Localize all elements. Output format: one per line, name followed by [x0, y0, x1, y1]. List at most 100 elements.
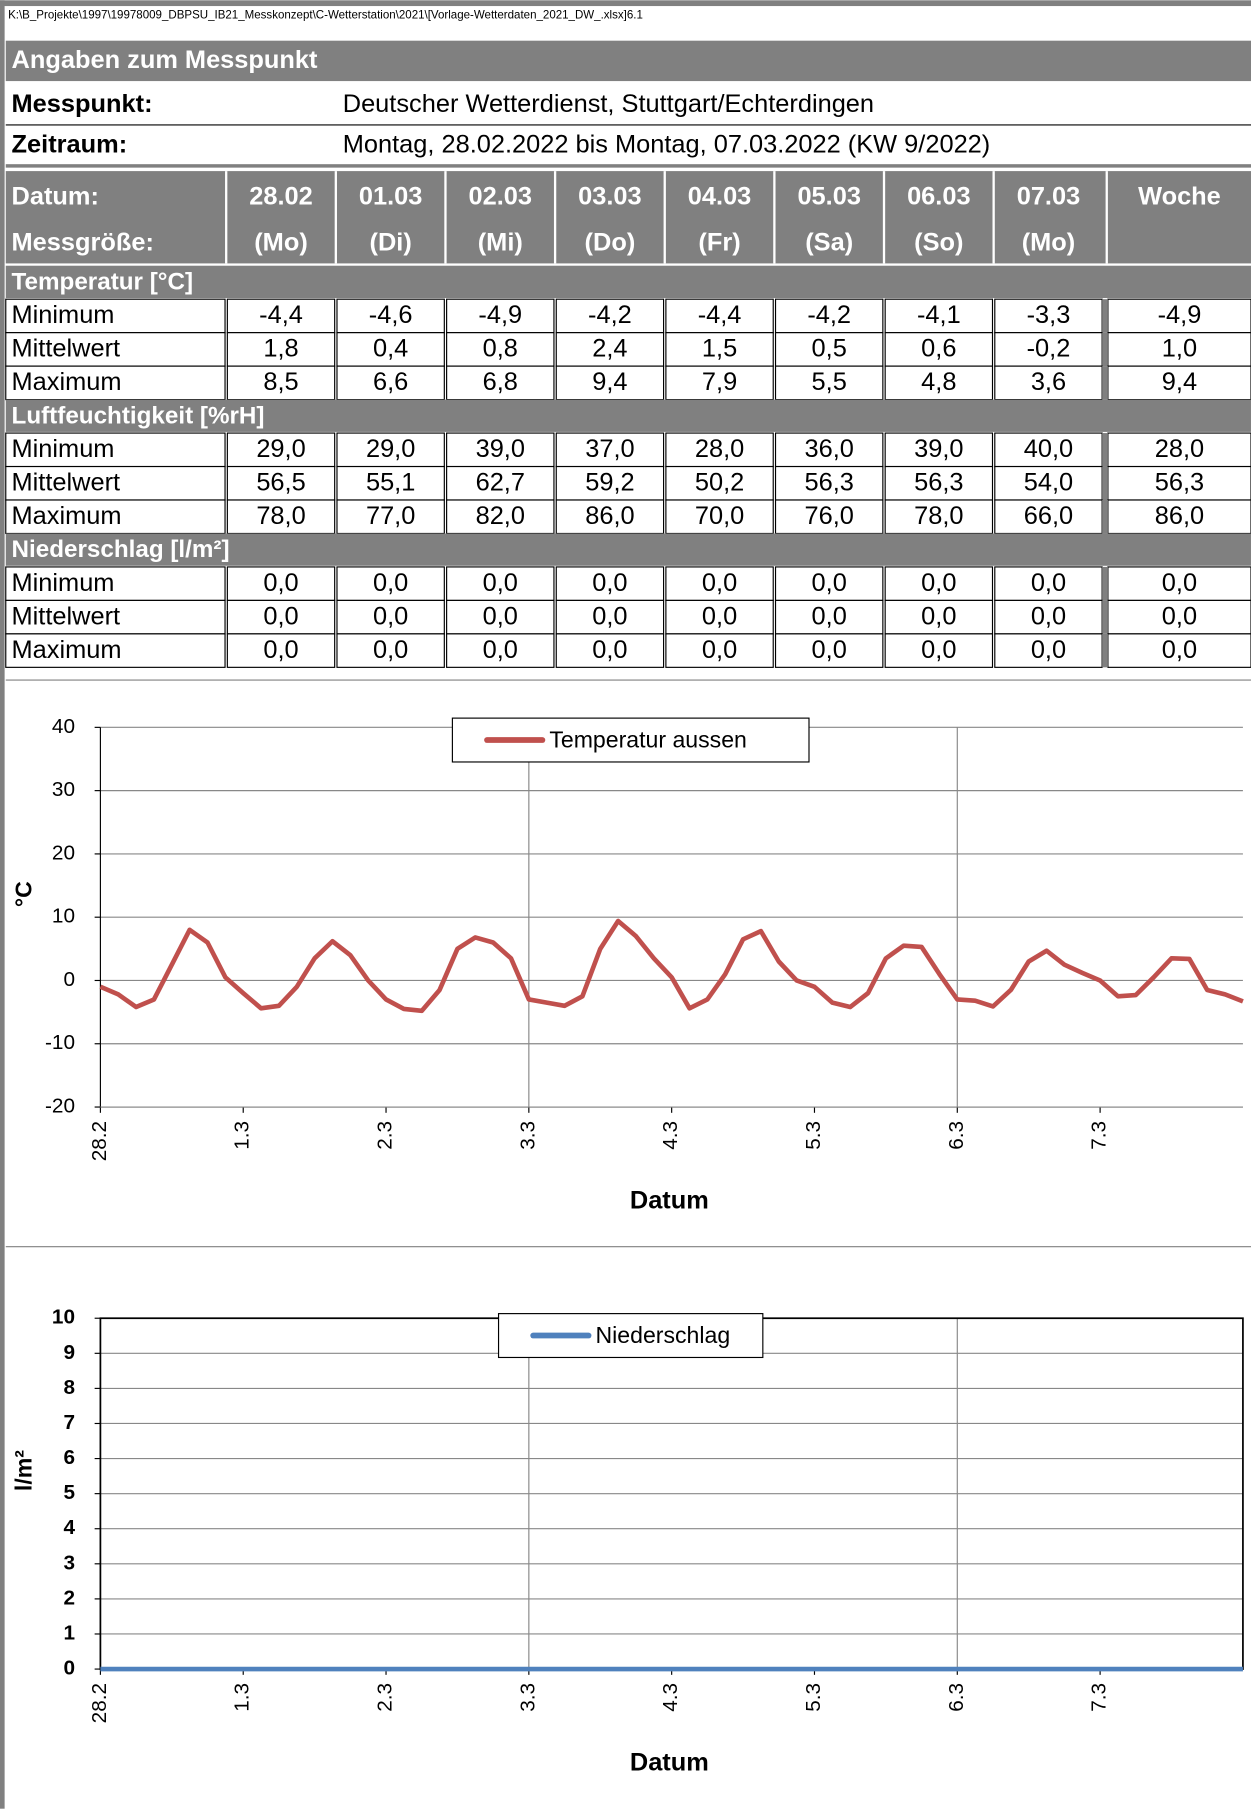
info-value: Deutscher Wetterdienst, Stuttgart/Echter… [343, 90, 874, 118]
y-tick-label: -10 [45, 1031, 75, 1054]
woche-separator [1102, 299, 1108, 333]
cell-text: 76,0 [804, 502, 853, 530]
y-tick-label: 2 [63, 1586, 75, 1609]
cell-text: 39,0 [914, 435, 963, 463]
cell-text: 1,0 [1162, 335, 1197, 363]
woche-separator [1102, 433, 1108, 467]
cell-text: 86,0 [585, 502, 634, 530]
cell-text: 0,0 [921, 569, 956, 597]
cell-text: 6,6 [373, 368, 408, 396]
table-cell [226, 365, 336, 401]
table-cell [5, 499, 226, 535]
cell-text: -4,6 [369, 301, 413, 329]
header-cell: 04.03 [688, 182, 752, 210]
table-cell [555, 432, 665, 468]
cell-text: Mittelwert [12, 335, 121, 363]
cell-text: 3,6 [1031, 368, 1066, 396]
table-cell [226, 499, 336, 535]
table-cell [336, 298, 445, 334]
woche-separator [1102, 332, 1108, 367]
cell-text: -4,4 [259, 301, 303, 329]
table-cell [336, 633, 445, 668]
header-cell: Woche [1138, 182, 1221, 210]
woche-separator [1102, 500, 1108, 534]
x-tick-label: 28.2 [88, 1121, 111, 1161]
table-cell [884, 332, 994, 367]
table-cell [5, 566, 226, 601]
cell-text: 0,0 [1162, 602, 1197, 630]
table-cell [226, 633, 336, 668]
cell-text: 39,0 [476, 435, 525, 463]
cell-text: 37,0 [585, 435, 634, 463]
cell-text: 0,0 [1031, 602, 1066, 630]
x-tick-label: 4.3 [659, 1121, 682, 1150]
x-axis-label: Datum [630, 1186, 709, 1214]
table-cell [1107, 365, 1251, 401]
legend-label: Niederschlag [595, 1322, 730, 1348]
cell-text: 0,0 [373, 569, 408, 597]
cell-text: 0,0 [483, 569, 518, 597]
cell-text: Maximum [12, 368, 122, 396]
info-label: Zeitraum: [12, 130, 128, 158]
header-cell: (Sa) [805, 229, 853, 257]
cell-text: 66,0 [1024, 502, 1073, 530]
cell-text: 28,0 [1155, 435, 1204, 463]
table-cell [774, 633, 884, 668]
cell-text: 0,0 [702, 602, 737, 630]
x-tick-label: 7.3 [1088, 1683, 1111, 1712]
table-cell [884, 465, 994, 501]
file-path: K:\B_Projekte\1997\19978009_DBPSU_IB21_M… [8, 9, 643, 21]
table-cell [994, 633, 1103, 668]
group-header-bg [5, 265, 1251, 299]
table-cell [446, 332, 555, 367]
info-label: Messpunkt: [12, 90, 153, 118]
header-cell: Datum: [12, 182, 99, 210]
cell-text: Minimum [12, 301, 115, 329]
table-cell [336, 465, 445, 501]
cell-text: 56,3 [914, 469, 963, 497]
table-cell [665, 432, 774, 468]
woche-separator [1102, 466, 1108, 501]
table-cell [5, 298, 226, 334]
y-tick-label: 10 [52, 1306, 75, 1329]
table-cell [336, 566, 445, 601]
y-axis-label: °C [10, 881, 36, 907]
x-tick-label: 5.3 [802, 1121, 825, 1150]
table-cell [774, 566, 884, 601]
y-tick-label: 20 [52, 841, 75, 864]
group-header-bg [5, 399, 1251, 432]
x-tick-label: 1.3 [231, 1121, 254, 1150]
y-tick-label: 30 [52, 778, 75, 801]
cell-text: 78,0 [256, 502, 305, 530]
table-cell [774, 298, 884, 334]
cell-text: 29,0 [256, 435, 305, 463]
header-cell: 02.03 [469, 182, 532, 210]
y-axis-label: l/m² [10, 1450, 36, 1491]
table-cell [1107, 332, 1251, 367]
woche-separator [1102, 600, 1108, 634]
table-cell [336, 432, 445, 468]
table-cell [884, 599, 994, 635]
table-cell [5, 432, 226, 468]
y-tick-label: 5 [63, 1481, 75, 1504]
cell-text: 56,5 [256, 469, 305, 497]
cell-text: 40,0 [1024, 435, 1073, 463]
legend-label: Temperatur aussen [549, 726, 747, 752]
header-cell: 01.03 [359, 182, 423, 210]
table-cell [884, 633, 994, 668]
cell-text: 0,0 [263, 602, 298, 630]
cell-text: -4,9 [478, 301, 522, 329]
cell-text: 0,0 [483, 602, 518, 630]
woche-separator [1102, 566, 1108, 601]
cell-text: Mittelwert [12, 602, 121, 630]
table-cell [774, 332, 884, 367]
table-cell [994, 566, 1103, 601]
cell-text: 0,0 [702, 569, 737, 597]
table-cell [5, 365, 226, 401]
x-tick-label: 3.3 [516, 1683, 539, 1712]
cell-text: 0,0 [1162, 636, 1197, 664]
y-tick-label: 1 [63, 1621, 75, 1644]
cell-text: 7,9 [702, 368, 737, 396]
y-tick-label: 40 [52, 715, 75, 738]
